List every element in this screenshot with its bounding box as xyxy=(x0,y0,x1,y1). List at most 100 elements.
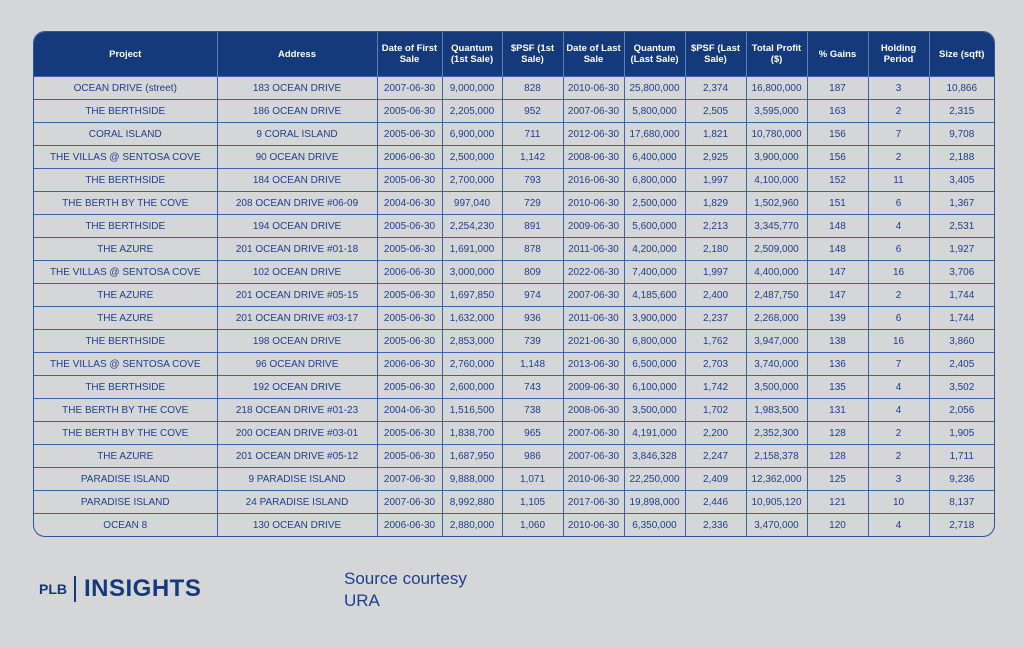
table-cell: 1,142 xyxy=(501,145,564,169)
table-cell: 4 xyxy=(867,375,930,399)
table-cell: 2,315 xyxy=(928,99,994,123)
table-cell: 2 xyxy=(867,444,930,468)
plb-insights-logo: PLB INSIGHTS xyxy=(39,575,201,603)
table-cell: 997,040 xyxy=(441,191,503,215)
table-cell: THE BERTH BY THE COVE xyxy=(34,398,218,422)
table-cell: 184 OCEAN DRIVE xyxy=(216,168,378,192)
table-cell: 2007-06-30 xyxy=(562,283,625,307)
table-cell: 6 xyxy=(867,191,930,215)
table-cell: 2010-06-30 xyxy=(562,191,625,215)
table-cell: 2,400 xyxy=(684,283,747,307)
table-row: THE BERTHSIDE 192 OCEAN DRIVE 2005-06-30 2,… xyxy=(34,375,994,399)
table-cell: 1,744 xyxy=(928,306,994,330)
transactions-table: Project Address Date of First Sale Quantum … xyxy=(34,32,994,536)
column-header: Date of First Sale xyxy=(377,32,443,77)
table-cell: 2,880,000 xyxy=(441,513,503,536)
table-cell: 2,700,000 xyxy=(441,168,503,192)
table-cell: 2005-06-30 xyxy=(376,375,443,399)
table-cell: 4,191,000 xyxy=(623,421,686,445)
table-cell: 151 xyxy=(806,191,869,215)
table-cell: 1,516,500 xyxy=(441,398,503,422)
table-cell: 2006-06-30 xyxy=(376,145,443,169)
table-cell: 9 PARADISE ISLAND xyxy=(216,467,378,491)
table-cell: 147 xyxy=(806,260,869,284)
table-cell: 2008-06-30 xyxy=(562,145,625,169)
table-cell: 4,185,600 xyxy=(623,283,686,307)
table-cell: 936 xyxy=(501,306,564,330)
table-cell: 121 xyxy=(806,490,869,514)
table-cell: 1,711 xyxy=(928,444,994,468)
table-cell: 1,060 xyxy=(501,513,564,536)
logo-insights-text: INSIGHTS xyxy=(84,575,202,602)
table-cell: 3,900,000 xyxy=(623,306,686,330)
table-cell: 965 xyxy=(501,421,564,445)
table-cell: 2021-06-30 xyxy=(562,329,625,353)
table-cell: 130 OCEAN DRIVE xyxy=(216,513,378,536)
table-cell: 16 xyxy=(867,329,930,353)
table-cell: 793 xyxy=(501,168,564,192)
table-cell: CORAL ISLAND xyxy=(34,122,218,146)
table-cell: 711 xyxy=(501,122,564,146)
table-cell: 2005-06-30 xyxy=(376,168,443,192)
column-header: Address xyxy=(217,32,378,77)
table-cell: 3,860 xyxy=(928,329,994,353)
table-cell: 9,236 xyxy=(928,467,994,491)
table-row: THE AZURE 201 OCEAN DRIVE #03-17 2005-06-3… xyxy=(34,306,994,330)
transactions-table-container: Project Address Date of First Sale Quantum … xyxy=(33,31,995,537)
table-cell: 2,703 xyxy=(684,352,747,376)
table-cell: 1,502,960 xyxy=(745,191,808,215)
table-cell: 11 xyxy=(867,168,930,192)
table-cell: 148 xyxy=(806,214,869,238)
table-cell: 8,992,880 xyxy=(441,490,503,514)
table-cell: 2,336 xyxy=(684,513,747,536)
table-row: THE BERTH BY THE COVE 208 OCEAN DRIVE #06… xyxy=(34,191,994,215)
table-cell: 2,600,000 xyxy=(441,375,503,399)
table-row: THE AZURE 201 OCEAN DRIVE #01-18 2005-06-3… xyxy=(34,237,994,261)
table-cell: 1,105 xyxy=(501,490,564,514)
table-cell: 7,400,000 xyxy=(623,260,686,284)
table-cell: 10 xyxy=(867,490,930,514)
table-cell: 208 OCEAN DRIVE #06-09 xyxy=(216,191,378,215)
table-cell: 1,687,950 xyxy=(441,444,503,468)
table-cell: 163 xyxy=(806,99,869,123)
table-cell: 148 xyxy=(806,237,869,261)
table-cell: 201 OCEAN DRIVE #01-18 xyxy=(216,237,378,261)
table-cell: 2,500,000 xyxy=(623,191,686,215)
table-cell: 10,866 xyxy=(928,76,994,100)
table-cell: 7 xyxy=(867,352,930,376)
table-cell: 2,718 xyxy=(928,513,994,536)
table-cell: 6 xyxy=(867,237,930,261)
table-cell: 2011-06-30 xyxy=(562,306,625,330)
table-cell: 729 xyxy=(501,191,564,215)
table-cell: 3,345,770 xyxy=(745,214,808,238)
table-cell: 2 xyxy=(867,283,930,307)
table-row: THE AZURE 201 OCEAN DRIVE #05-15 2005-06-3… xyxy=(34,283,994,307)
table-cell: 2010-06-30 xyxy=(562,76,625,100)
table-row: THE BERTHSIDE 186 OCEAN DRIVE 2005-06-30 2,… xyxy=(34,99,994,123)
table-cell: 200 OCEAN DRIVE #03-01 xyxy=(216,421,378,445)
table-cell: 1,838,700 xyxy=(441,421,503,445)
table-cell: 2,446 xyxy=(684,490,747,514)
table-cell: 6,800,000 xyxy=(623,329,686,353)
table-cell: 187 xyxy=(806,76,869,100)
table-row: CORAL ISLAND 9 CORAL ISLAND 2005-06-30 6,90… xyxy=(34,122,994,146)
table-cell: 974 xyxy=(501,283,564,307)
table-cell: 1,697,850 xyxy=(441,283,503,307)
table-cell: 6,350,000 xyxy=(623,513,686,536)
source-line-2: URA xyxy=(344,591,380,610)
table-cell: 152 xyxy=(806,168,869,192)
table-cell: 120 xyxy=(806,513,869,536)
table-cell: 8,137 xyxy=(928,490,994,514)
table-cell: 2009-06-30 xyxy=(562,214,625,238)
source-line-1: Source courtesy xyxy=(344,569,467,588)
table-cell: 3,502 xyxy=(928,375,994,399)
table-cell: 1,742 xyxy=(684,375,747,399)
table-cell: 12,362,000 xyxy=(745,467,808,491)
table-cell: 2004-06-30 xyxy=(376,398,443,422)
table-cell: 22,250,000 xyxy=(623,467,686,491)
table-cell: THE VILLAS @ SENTOSA COVE xyxy=(34,145,218,169)
table-cell: 201 OCEAN DRIVE #05-15 xyxy=(216,283,378,307)
table-cell: 10,780,000 xyxy=(745,122,808,146)
table-cell: 2004-06-30 xyxy=(376,191,443,215)
column-header: Size (sqft) xyxy=(929,32,994,77)
